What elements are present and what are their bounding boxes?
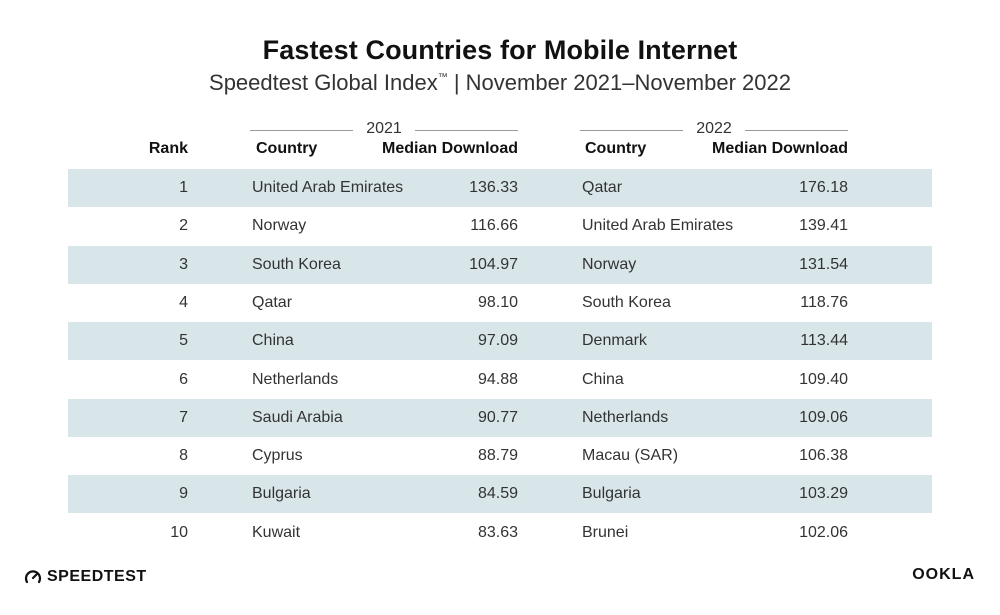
year-label-2021: 2021 xyxy=(366,120,402,137)
download-2022-cell: 131.54 xyxy=(799,255,848,273)
country-2022-cell: Bulgaria xyxy=(582,485,641,503)
table-row: 2 Norway 116.66 United Arab Emirates 139.41 xyxy=(68,207,932,245)
country-2021-cell: Qatar xyxy=(252,293,293,311)
download-2022-cell: 109.40 xyxy=(799,370,848,388)
download-2021-cell: 136.33 xyxy=(469,179,518,196)
header-country-2021: Country xyxy=(256,140,318,157)
download-2021-cell: 94.88 xyxy=(477,370,518,388)
year-rule-left xyxy=(580,130,683,131)
header-median-2021: Median Download xyxy=(382,140,518,157)
country-2021-cell: Saudi Arabia xyxy=(252,408,343,426)
country-2021-cell: Norway xyxy=(252,217,307,235)
subtitle-main: Speedtest Global Index xyxy=(209,70,438,95)
subtitle-date-range: | November 2021–November 2022 xyxy=(447,70,791,95)
table-row: 3 South Korea 104.97 Norway 131.54 xyxy=(68,245,932,284)
year-rule-right xyxy=(415,130,518,131)
download-2021-cell: 104.97 xyxy=(469,255,518,273)
year-label-2022: 2022 xyxy=(696,120,732,137)
download-2021-cell: 88.79 xyxy=(477,447,518,465)
country-2021-cell: United Arab Emirates xyxy=(252,179,404,196)
country-2021-cell: China xyxy=(252,332,294,350)
country-2021-cell: South Korea xyxy=(252,255,341,273)
rank-cell: 6 xyxy=(179,370,188,388)
table-row: 5 China 97.09 Denmark 113.44 xyxy=(68,322,932,361)
country-2022-cell: Denmark xyxy=(582,332,647,350)
country-2022-cell: China xyxy=(582,370,624,388)
rank-cell: 2 xyxy=(179,217,188,235)
country-2022-cell: United Arab Emirates xyxy=(582,217,734,235)
chart-title: Fastest Countries for Mobile Internet xyxy=(262,35,738,65)
speedometer-icon xyxy=(24,570,42,584)
year-header-2022: 2022 xyxy=(580,120,848,140)
table-row: 10 Kuwait 83.63 Brunei 102.06 xyxy=(68,514,932,552)
year-rule-right xyxy=(745,130,848,131)
country-2021-cell: Bulgaria xyxy=(252,485,311,503)
speedtest-wordmark: SPEEDTEST xyxy=(47,568,147,585)
ookla-logo: OOKLA xyxy=(912,566,975,583)
table-row: 7 Saudi Arabia 90.77 Netherlands 109.06 xyxy=(68,398,932,437)
header-rank: Rank xyxy=(148,140,188,157)
download-2022-cell: 106.38 xyxy=(799,447,848,465)
download-2022-cell: 113.44 xyxy=(800,332,848,350)
rank-cell: 8 xyxy=(179,447,188,465)
rank-cell: 9 xyxy=(179,485,188,503)
country-2022-cell: Qatar xyxy=(582,179,623,196)
rank-cell: 10 xyxy=(170,523,188,541)
table-row: 1 United Arab Emirates 136.33 Qatar 176.18 xyxy=(68,169,932,207)
download-2021-cell: 84.59 xyxy=(477,485,518,503)
trademark-mark: ™ xyxy=(437,72,448,83)
table-row: 4 Qatar 98.10 South Korea 118.76 xyxy=(68,284,932,322)
rank-cell: 1 xyxy=(179,179,188,196)
country-2021-cell: Kuwait xyxy=(252,523,301,541)
table-row: 6 Netherlands 94.88 China 109.40 xyxy=(68,361,932,399)
download-2022-cell: 103.29 xyxy=(799,485,848,503)
rank-cell: 5 xyxy=(179,332,188,350)
download-2021-cell: 116.66 xyxy=(470,217,518,235)
download-2021-cell: 90.77 xyxy=(477,408,518,426)
download-2021-cell: 83.63 xyxy=(477,523,518,541)
table-row: 9 Bulgaria 84.59 Bulgaria 103.29 xyxy=(68,475,932,514)
country-2022-cell: Macau (SAR) xyxy=(582,447,679,465)
country-2022-cell: Netherlands xyxy=(582,408,669,426)
speedtest-logo: SPEEDTEST xyxy=(24,566,147,588)
country-2021-cell: Cyprus xyxy=(252,447,303,465)
rank-cell: 7 xyxy=(179,408,188,426)
header-country-2022: Country xyxy=(585,140,647,157)
header-median-2022: Median Download xyxy=(712,140,848,157)
country-2022-cell: South Korea xyxy=(582,293,671,311)
year-header-2021: 2021 xyxy=(250,120,518,140)
download-2022-cell: 102.06 xyxy=(799,523,848,541)
download-2021-cell: 98.10 xyxy=(477,293,518,311)
year-rule-left xyxy=(250,130,353,131)
table-row: 8 Cyprus 88.79 Macau (SAR) 106.38 xyxy=(68,437,932,475)
download-2022-cell: 118.76 xyxy=(800,293,848,311)
country-2021-cell: Netherlands xyxy=(252,370,339,388)
download-2022-cell: 176.18 xyxy=(799,179,848,196)
rank-cell: 4 xyxy=(179,293,188,311)
country-2022-cell: Norway xyxy=(582,255,637,273)
chart-subtitle: Speedtest Global Index™ | November 2021–… xyxy=(0,70,1000,96)
download-2022-cell: 109.06 xyxy=(799,408,848,426)
country-2022-cell: Brunei xyxy=(582,523,629,541)
download-2022-cell: 139.41 xyxy=(799,217,848,235)
rank-cell: 3 xyxy=(179,255,188,273)
download-2021-cell: 97.09 xyxy=(477,332,518,350)
